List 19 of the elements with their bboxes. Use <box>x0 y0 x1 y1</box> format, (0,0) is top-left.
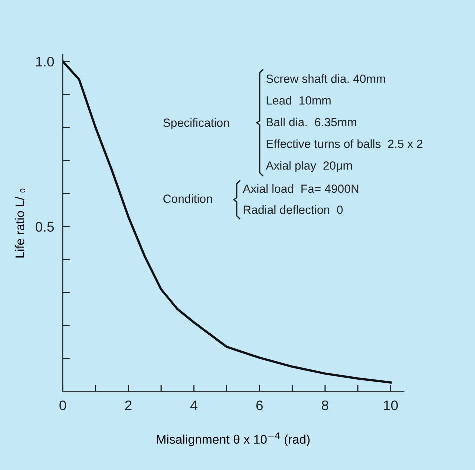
x-axis-title: Misalignment θ x 10$^{−4}$ (rad) <box>157 432 310 446</box>
x-tick-label: 8 <box>322 400 329 411</box>
y-axis-title: Life ratio L/ ₀ <box>15 188 26 258</box>
annotation: Condition <box>164 194 212 204</box>
annotation: Axial play 20μm <box>266 161 352 172</box>
annotation: Ball dia. 6.35mm <box>266 118 356 127</box>
annotation: Specification <box>164 118 230 130</box>
x-tick-label: 10 <box>384 400 398 411</box>
annotation: Axial load Fa= 4900N <box>243 184 359 194</box>
x-tick-label: 6 <box>256 400 263 411</box>
annotation: Screw shaft dia. 40mm <box>266 74 386 84</box>
y-tick-label: 0.5 <box>36 222 54 232</box>
x-tick-label: 4 <box>190 400 198 410</box>
annotation: Effective turns of balls 2.5 x 2 <box>266 140 423 148</box>
annotation: Radial deflection 0 <box>244 205 343 214</box>
x-tick-label: 2 <box>125 400 132 410</box>
x-tick-label: 0 <box>60 400 66 411</box>
annotation: Lead 10mm <box>266 96 331 105</box>
y-tick-label: 1.0 <box>36 56 54 67</box>
